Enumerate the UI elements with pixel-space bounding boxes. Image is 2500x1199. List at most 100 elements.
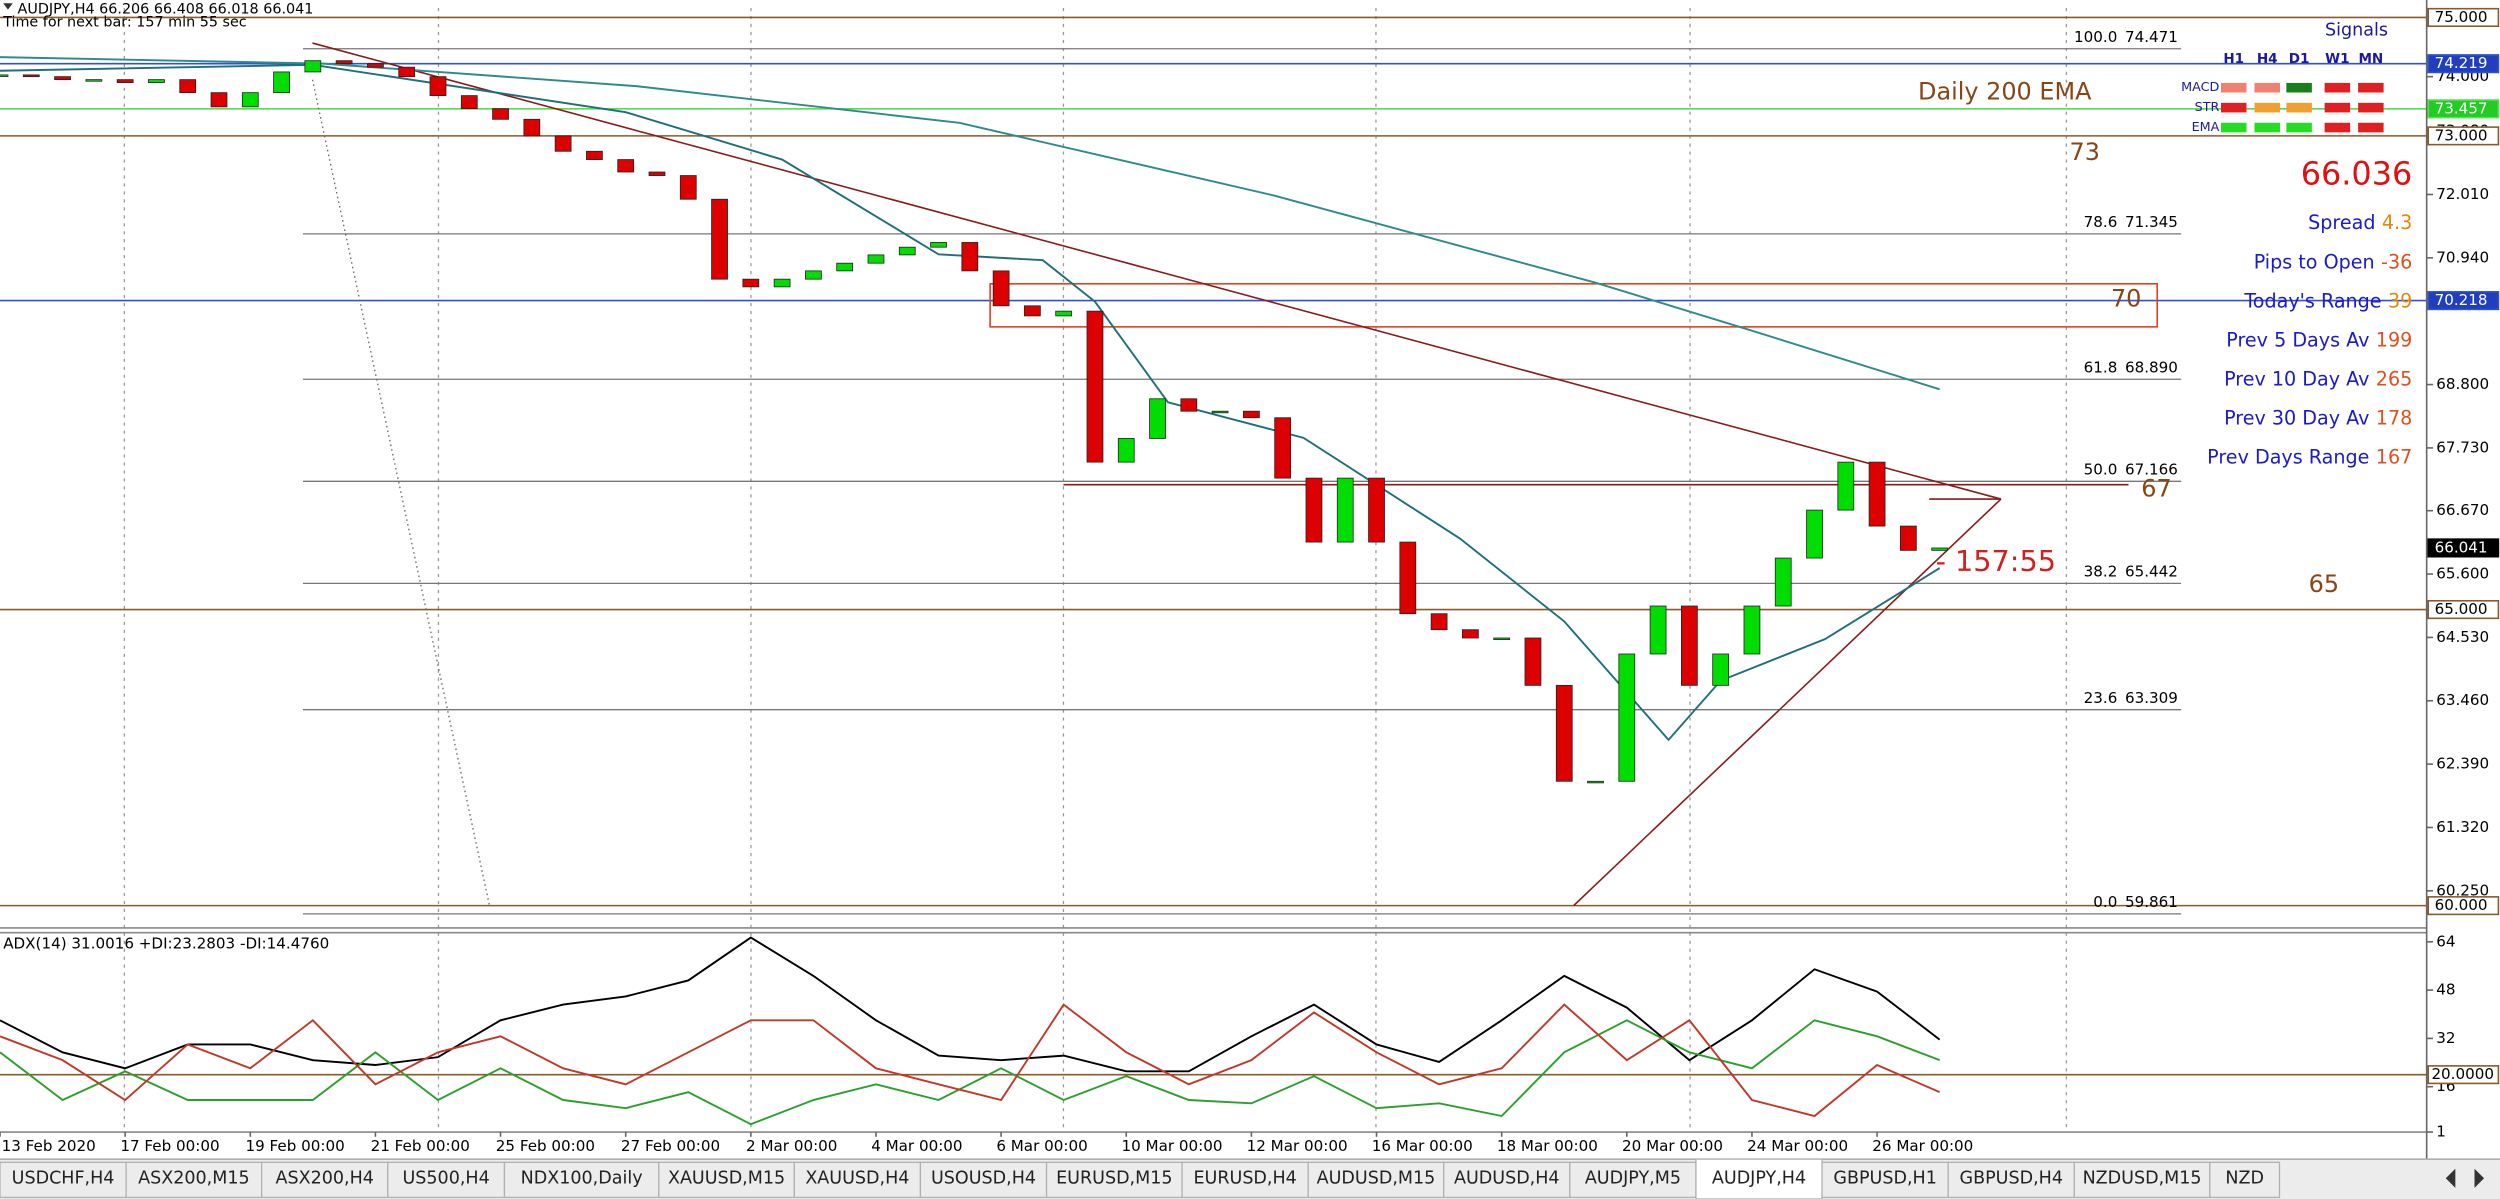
moving-average — [0, 63, 1941, 742]
x-tick-label: 25 Feb 00:00 — [496, 1137, 595, 1155]
tab-label[interactable]: XAUUSD,H4 — [805, 1168, 909, 1188]
candle — [742, 278, 760, 288]
candle — [992, 270, 1010, 307]
candle — [241, 92, 259, 108]
stat-value: 167 — [2376, 445, 2413, 468]
tab-label[interactable]: AUDUSD,M15 — [1317, 1168, 1436, 1188]
signal-cell — [2358, 102, 2384, 113]
candle — [398, 66, 416, 78]
candle — [1649, 605, 1667, 655]
x-tick-label: 20 Mar 00:00 — [1622, 1137, 1723, 1155]
indicator-line — [0, 1019, 1940, 1126]
candle — [1524, 637, 1542, 686]
menu-arrow[interactable] — [3, 3, 13, 10]
indicator-line — [0, 1003, 1941, 1118]
candle — [1931, 547, 1949, 551]
indicator-line — [0, 936, 1941, 1073]
tab[interactable] — [919, 1161, 1048, 1199]
fib-ratio: 23.6 — [2084, 689, 2118, 707]
candle — [1712, 653, 1730, 686]
candle — [1368, 477, 1385, 543]
tab-label[interactable]: GBPUSD,H4 — [1960, 1168, 2063, 1188]
x-tick-label: 6 Mar 00:00 — [996, 1137, 1087, 1155]
tab-label[interactable]: ASX200,M15 — [138, 1168, 250, 1188]
x-tick-label: 21 Feb 00:00 — [371, 1137, 470, 1155]
level-box — [2427, 1065, 2500, 1085]
tab[interactable] — [1307, 1161, 1445, 1199]
tab[interactable] — [1569, 1161, 1697, 1199]
tab-label[interactable]: EURUSD,M15 — [1056, 1168, 1172, 1188]
tab-label[interactable]: NZDUSD,M15 — [2083, 1168, 2202, 1188]
signal-cell — [2358, 82, 2384, 93]
tab[interactable] — [125, 1161, 263, 1199]
tab-label[interactable]: NDX100,Daily — [521, 1168, 643, 1188]
tab-label[interactable]: NZD — [2225, 1168, 2264, 1188]
tab-label[interactable]: AUDJPY,H4 — [1712, 1168, 1806, 1188]
y-tick-label: 61.320 — [2436, 818, 2489, 836]
tab[interactable] — [1695, 1158, 1823, 1199]
fib-ratio: 38.2 — [2084, 563, 2118, 581]
signal-cell — [2254, 82, 2280, 93]
signals-panel: Signals H1 H4 D1 W1 MN MACD STR EMA 66.036 Spread 4… — [2181, 20, 2412, 468]
annotation: - 157:55 — [1936, 544, 2056, 578]
tab-label[interactable]: USDCHF,H4 — [12, 1168, 115, 1188]
y-tick-label: 72.010 — [2436, 185, 2489, 203]
tab[interactable] — [2073, 1161, 2211, 1199]
candle — [1243, 410, 1260, 419]
tab-label[interactable]: USOUSD,H4 — [931, 1168, 1036, 1188]
candle — [1399, 541, 1417, 615]
tab-label[interactable]: EURUSD,H4 — [1193, 1168, 1296, 1188]
candle — [85, 79, 103, 82]
y-tick-label: 32 — [2436, 1029, 2455, 1047]
stat-value: 199 — [2376, 328, 2413, 351]
tab-label[interactable]: AUDJPY,M5 — [1585, 1168, 1681, 1188]
x-tick-label: 19 Feb 00:00 — [245, 1137, 344, 1155]
tab-label[interactable]: US500,H4 — [402, 1168, 489, 1188]
candle — [1806, 509, 1823, 559]
price-marker-box — [2427, 126, 2500, 146]
signal-cell — [2254, 102, 2280, 113]
x-tick-label: 17 Feb 00:00 — [120, 1137, 219, 1155]
tab[interactable] — [261, 1161, 389, 1199]
candle — [116, 79, 134, 83]
stat-label: Today's Range — [2243, 289, 2381, 312]
signal-row-label: MACD — [2181, 80, 2219, 95]
tab-label[interactable]: AUDUSD,H4 — [1454, 1168, 1560, 1188]
tab[interactable] — [658, 1161, 795, 1199]
tab-scroll-left[interactable] — [2445, 1168, 2456, 1188]
x-tick-label: 4 Mar 00:00 — [871, 1137, 962, 1155]
signal-cell — [2286, 82, 2312, 93]
y-tick-label: 63.460 — [2436, 691, 2489, 709]
tab-label[interactable]: GBPUSD,H1 — [1833, 1168, 1936, 1188]
candle — [1180, 398, 1198, 412]
candle — [836, 262, 854, 272]
tab[interactable] — [0, 1161, 127, 1199]
x-tick-label: 16 Mar 00:00 — [1372, 1137, 1473, 1155]
tab-scroll-right[interactable] — [2474, 1168, 2485, 1188]
candle — [304, 60, 322, 73]
tab[interactable] — [2209, 1161, 2281, 1199]
candle — [210, 92, 228, 108]
y-tick-label: 68.800 — [2436, 375, 2489, 393]
candle — [1430, 613, 1448, 631]
x-tick-label: 18 Mar 00:00 — [1497, 1137, 1598, 1155]
price-marker-label: 75.000 — [2435, 8, 2488, 26]
candle — [1900, 525, 1917, 551]
candle — [1149, 398, 1166, 439]
candle — [679, 175, 697, 200]
indicator-title: ADX(14) 31.0016 +DI:23.2803 -DI:14.4760 — [3, 934, 329, 952]
tab-label[interactable]: ASX200,H4 — [275, 1168, 373, 1188]
stat-label: Prev 5 Days Av — [2226, 328, 2369, 351]
annotation: Daily 200 EMA — [1918, 77, 2092, 105]
tab-label[interactable]: XAUUSD,M15 — [668, 1168, 785, 1188]
tab[interactable] — [1947, 1161, 2075, 1199]
bar-timer: Time for next bar: 157 min 55 sec — [2, 14, 247, 30]
candle — [273, 71, 290, 94]
x-tick-label: 10 Mar 00:00 — [1121, 1137, 1222, 1155]
y-tick-label: 64.530 — [2436, 628, 2489, 646]
stat-value: 178 — [2376, 406, 2413, 429]
tab[interactable] — [387, 1161, 506, 1199]
annotation-layer: Daily 200 EMA 73 70 67 65 - 157:55 — [1918, 77, 2339, 598]
